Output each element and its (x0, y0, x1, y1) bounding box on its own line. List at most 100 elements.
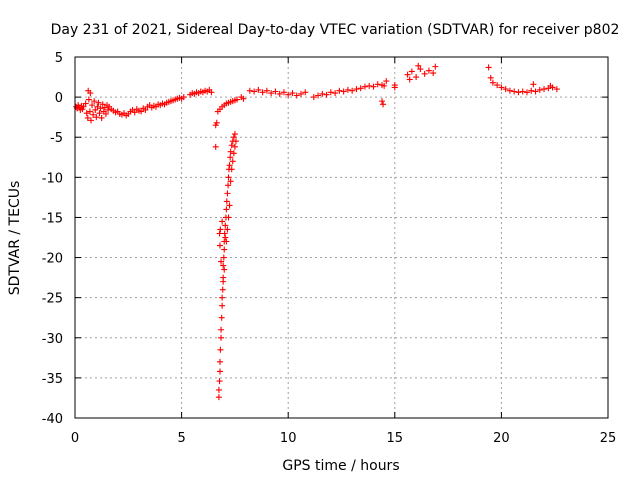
data-point (293, 92, 300, 99)
data-point (86, 108, 93, 115)
x-tick-label: 0 (71, 431, 79, 446)
data-point (408, 68, 415, 75)
data-point (227, 178, 234, 185)
data-point (336, 87, 343, 94)
data-point (366, 82, 373, 89)
data-point (92, 106, 99, 113)
data-point (361, 83, 368, 90)
data-point (219, 286, 226, 293)
data-point (219, 294, 226, 301)
x-axis-label: GPS time / hours (282, 458, 399, 474)
data-point (268, 90, 275, 97)
data-point (215, 386, 222, 393)
data-point (217, 346, 224, 353)
data-point (87, 117, 94, 124)
data-point (216, 230, 223, 237)
x-tick-labels: 0 5 10 15 20 25 (71, 431, 616, 446)
y-axis-label: SDTVAR / TECUs (7, 181, 23, 296)
data-point (319, 90, 326, 97)
data-point (289, 90, 296, 97)
chart-title: Day 231 of 2021, Sidereal Day-to-day VTE… (51, 22, 620, 38)
data-point (225, 182, 232, 189)
data-point (421, 70, 428, 77)
data-point (220, 278, 227, 285)
data-point (547, 82, 554, 89)
data-point (93, 114, 100, 121)
data-point (536, 86, 543, 93)
data-point (84, 114, 91, 121)
data-point (272, 88, 279, 95)
data-point (494, 82, 501, 89)
data-point (87, 90, 94, 97)
axis-ticks (74, 56, 609, 419)
data-point (263, 87, 270, 94)
data-point (255, 86, 262, 93)
data-point (221, 246, 228, 253)
data-point (90, 111, 97, 118)
data-point (226, 162, 233, 169)
data-point (302, 89, 309, 96)
data-point (224, 226, 231, 233)
data-point (276, 90, 283, 97)
data-point (218, 258, 225, 265)
data-point (218, 314, 225, 321)
data-point (89, 102, 96, 109)
data-point (226, 202, 233, 209)
data-point (528, 87, 535, 94)
data-point (541, 86, 548, 93)
data-point (280, 89, 287, 96)
data-point (506, 87, 513, 94)
data-point (231, 143, 238, 150)
data-point (413, 74, 420, 81)
data-point (327, 89, 334, 96)
data-point (415, 62, 422, 69)
data-point (82, 100, 89, 107)
x-tick-label: 10 (280, 431, 297, 446)
data-point (229, 158, 236, 165)
y-tick-label: -35 (42, 372, 63, 387)
data-point (216, 242, 223, 249)
data-point (391, 84, 398, 91)
data-point (142, 106, 149, 113)
y-tick-label: 0 (55, 91, 63, 106)
data-point (234, 96, 241, 103)
data-point (225, 174, 232, 181)
data-point (231, 131, 238, 138)
data-point (383, 78, 390, 85)
data-point (246, 87, 253, 94)
data-point (95, 99, 102, 106)
data-point (97, 105, 104, 112)
data-point (487, 74, 494, 81)
data-point (218, 334, 225, 341)
data-point (417, 66, 424, 73)
data-point (259, 89, 266, 96)
data-point (425, 67, 432, 74)
data-point (99, 101, 106, 108)
data-point (340, 88, 347, 95)
data-point (344, 86, 351, 93)
y-tick-label: -30 (42, 332, 63, 347)
data-point (515, 89, 522, 96)
y-tick-labels: 5 0 -5 -10 -15 -20 -25 -30 -35 -40 (42, 51, 63, 427)
data-point (80, 103, 87, 110)
data-point (98, 114, 105, 121)
data-point (370, 83, 377, 90)
data-point (530, 81, 537, 88)
data-point (430, 70, 437, 77)
data-point (315, 92, 322, 99)
y-tick-label: -10 (42, 171, 63, 186)
data-point (220, 262, 227, 269)
data-point (216, 378, 223, 385)
data-point (381, 82, 388, 89)
data-point (105, 106, 112, 113)
data-point (227, 148, 234, 155)
data-point (213, 119, 220, 126)
data-point (228, 166, 235, 173)
y-tick-label: -20 (42, 252, 63, 267)
data-point (217, 226, 224, 233)
y-tick-label: -5 (50, 131, 63, 146)
data-point (138, 108, 145, 115)
data-point (380, 101, 387, 108)
data-point (230, 150, 237, 157)
data-point (221, 230, 228, 237)
